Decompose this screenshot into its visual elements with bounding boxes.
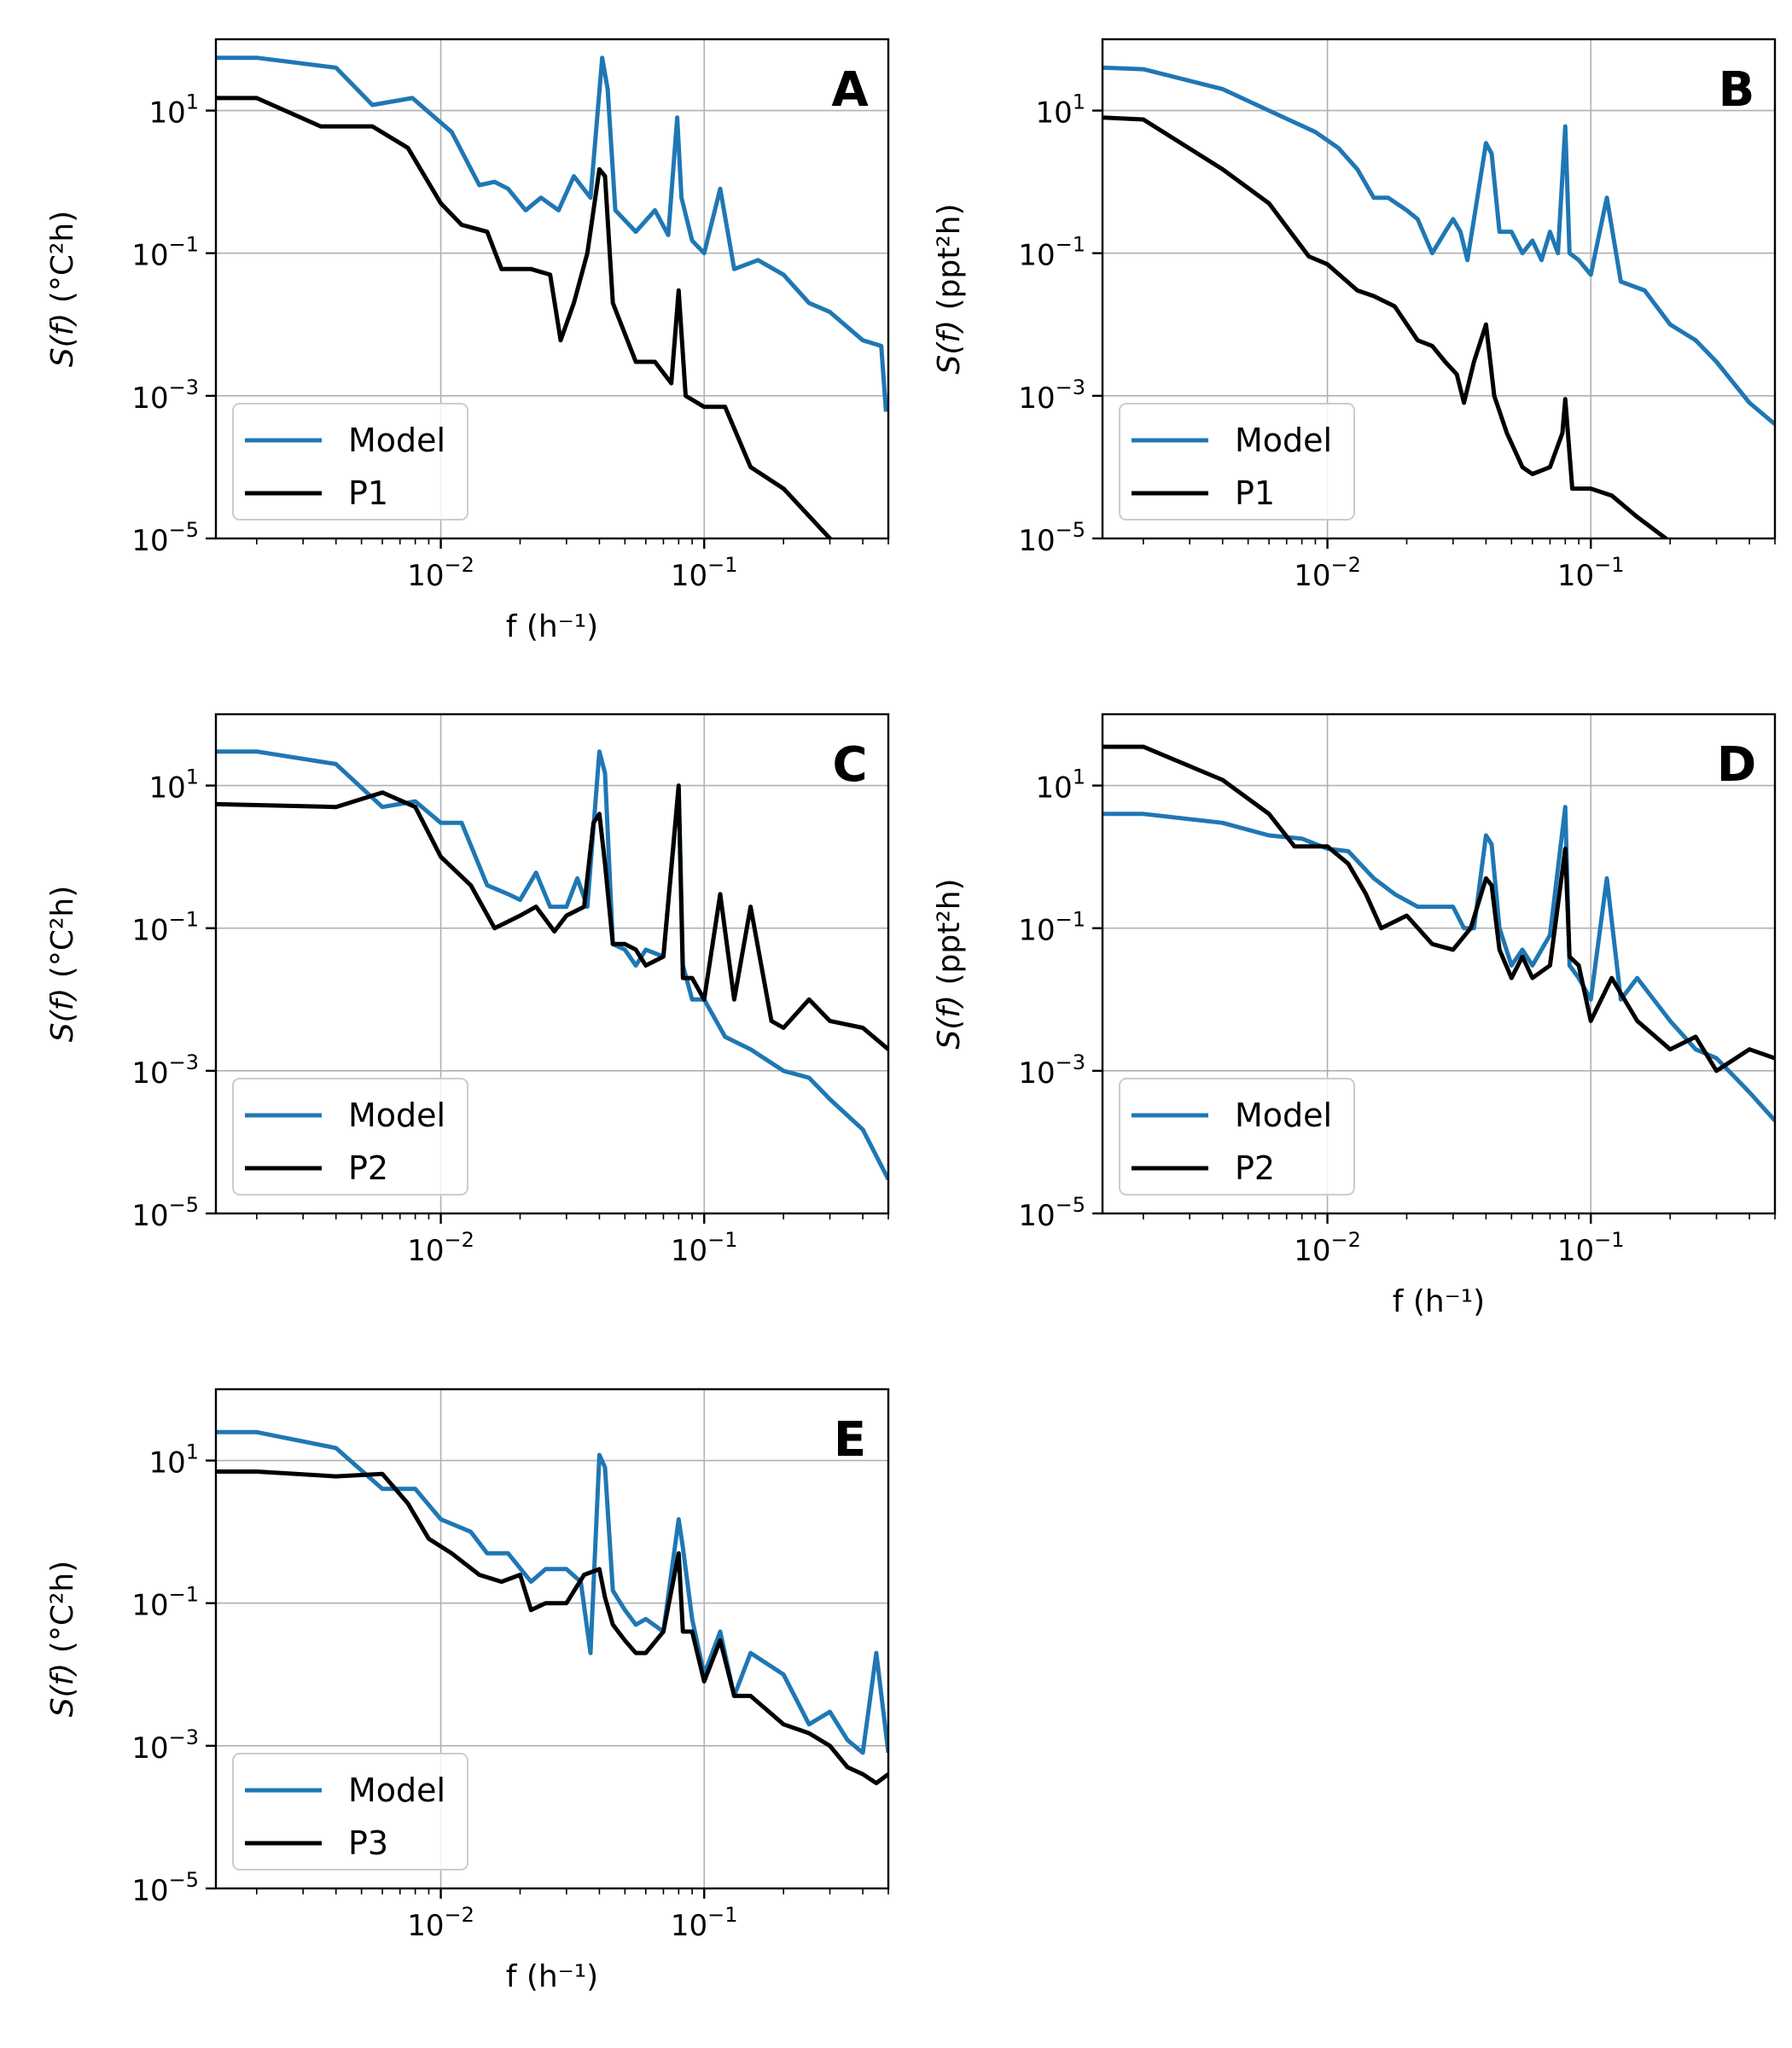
panel-a-y-tick-label: 10−3 (131, 375, 199, 416)
panel-e-x-axis-label: f (h⁻¹) (506, 1959, 598, 1994)
panel-e-x-tick-label: 10−2 (407, 1903, 474, 1943)
panel-b-legend-label-model: Model (1235, 422, 1332, 459)
panel-b-x-tick-label: 10−1 (1557, 553, 1625, 593)
panel-d-x-tick-label: 10−1 (1557, 1228, 1625, 1268)
panel-b-series-model (1103, 65, 1775, 427)
panel-c-series-p2 (216, 783, 888, 1051)
panel-b-panel-letter: B (1719, 62, 1755, 118)
panel-c-legend-label-model: Model (348, 1097, 445, 1134)
panel-a-legend-box (232, 403, 468, 521)
panel-a: 10−2 10−1 101 10−1 10−3 10−5 S(f) (°C²h) f (h⁻¹… (45, 38, 890, 644)
panel-d-legend-label-p2: P2 (1235, 1149, 1275, 1187)
panel-c-x-tick-label: 10−2 (407, 1228, 474, 1268)
panel-a-y-tick-label: 10−5 (131, 518, 199, 558)
panel-a-y-tick-label: 101 (148, 90, 199, 131)
panel-b-series-p1 (1103, 115, 1670, 538)
panel-b-y-tick-label: 10−1 (1018, 233, 1085, 273)
panel-b-y-tick-label: 10−3 (1018, 375, 1085, 416)
panel-a-x-tick-label: 10−2 (407, 553, 474, 593)
panel-c-y-tick-label: 10−1 (131, 908, 199, 948)
panel-c-legend-label-p2: P2 (348, 1149, 388, 1187)
panel-e-series-p3 (216, 1469, 888, 1786)
panel-d-panel-letter: D (1717, 737, 1756, 793)
panel-e-panel-letter: E (834, 1412, 866, 1468)
panel-e-y-tick-label: 10−3 (131, 1725, 199, 1766)
panel-d: 10−2 10−1 101 10−1 10−3 10−5 S(f) (ppt²h) f (h⁻… (932, 713, 1777, 1319)
panel-d-y-axis-label: S(f) (ppt²h) (932, 878, 967, 1049)
panel-b: 10−2 10−1 101 10−1 10−3 10−5 S(f) (ppt²h) B Mode… (932, 38, 1777, 593)
panel-d-legend-box (1119, 1078, 1355, 1196)
panel-d-y-tick-label: 10−5 (1018, 1193, 1085, 1233)
panel-a-series-model (216, 55, 888, 412)
panel-c-panel-letter: C (832, 737, 867, 793)
panel-d-axes-frame (1101, 713, 1777, 1215)
panel-e-legend-box (232, 1753, 468, 1871)
panel-e-y-tick-label: 101 (148, 1440, 199, 1481)
panel-e-legend-label-p3: P3 (348, 1824, 388, 1862)
panel-c-y-tick-label: 10−5 (131, 1193, 199, 1233)
panel-d-y-tick-label: 10−1 (1018, 908, 1085, 948)
panel-b-y-axis-label: S(f) (ppt²h) (932, 203, 967, 374)
panel-b-legend-label-p1: P1 (1235, 474, 1275, 512)
panel-d-series-model (1103, 805, 1775, 1122)
panel-c-y-axis-label: S(f) (°C²h) (45, 886, 80, 1043)
panel-a-x-axis-label: f (h⁻¹) (506, 609, 598, 644)
panel-a-y-axis-label: S(f) (°C²h) (45, 211, 80, 368)
panel-c-legend-box (232, 1078, 468, 1196)
panel-b-legend-box (1119, 403, 1355, 521)
panel-b-y-tick-label: 101 (1035, 90, 1085, 131)
panel-e-x-tick-label: 10−1 (671, 1903, 738, 1943)
panel-a-x-tick-label: 10−1 (671, 553, 738, 593)
panel-b-x-tick-label: 10−2 (1294, 553, 1361, 593)
panel-e-legend-label-model: Model (348, 1772, 445, 1809)
panel-e-y-axis-label: S(f) (°C²h) (45, 1561, 80, 1718)
panel-a-y-tick-label: 10−1 (131, 233, 199, 273)
panel-c-y-tick-label: 101 (148, 765, 199, 806)
panel-c-y-tick-label: 10−3 (131, 1050, 199, 1091)
panel-e-y-tick-label: 10−5 (131, 1868, 199, 1908)
panel-d-x-tick-label: 10−2 (1294, 1228, 1361, 1268)
panel-d-series-p2 (1103, 744, 1775, 1073)
panel-a-legend-label-p1: P1 (348, 474, 388, 512)
panel-e-series-model (216, 1429, 888, 1755)
panel-d-y-tick-label: 101 (1035, 765, 1085, 806)
panel-a-legend-label-model: Model (348, 422, 445, 459)
panel-d-x-axis-label: f (h⁻¹) (1393, 1284, 1485, 1319)
panel-c-axes-frame (214, 713, 890, 1215)
panel-c-series-model (216, 749, 888, 1181)
panel-e: 10−2 10−1 101 10−1 10−3 10−5 S(f) (°C²h) f (h⁻¹… (45, 1388, 890, 1994)
panel-c: 10−2 10−1 101 10−1 10−3 10−5 S(f) (°C²h) C Model… (45, 713, 890, 1268)
panel-d-legend-label-model: Model (1235, 1097, 1332, 1134)
panel-e-y-tick-label: 10−1 (131, 1583, 199, 1623)
panel-e-axes-frame (214, 1388, 890, 1890)
panel-a-series-p1 (216, 96, 834, 538)
panel-b-y-tick-label: 10−5 (1018, 518, 1085, 558)
panel-a-panel-letter: A (831, 62, 869, 118)
panel-c-x-tick-label: 10−1 (671, 1228, 738, 1268)
panel-b-axes-frame (1101, 38, 1777, 540)
panel-d-y-tick-label: 10−3 (1018, 1050, 1085, 1091)
panel-a-axes-frame (214, 38, 890, 540)
